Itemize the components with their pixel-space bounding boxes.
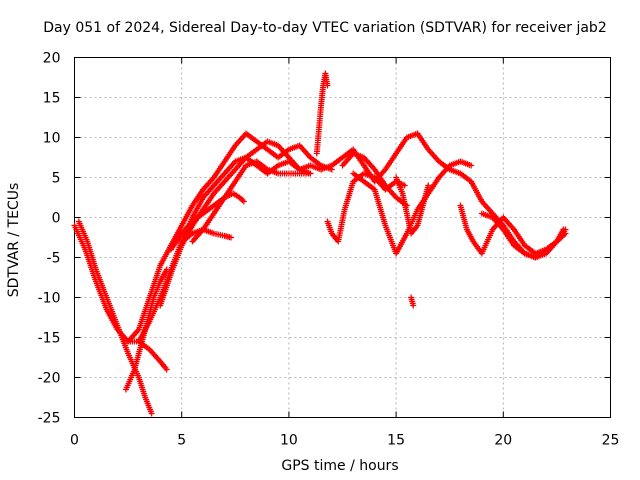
series-track-11 [318, 130, 567, 261]
series-track-9 [189, 158, 314, 245]
y-tick-label: -15 [38, 331, 61, 347]
data-point [307, 170, 314, 177]
grid-layer [74, 57, 611, 418]
data-point [148, 410, 155, 417]
series-track-2 [75, 218, 155, 417]
x-tick-label: 25 [602, 433, 620, 449]
tick-layer: 0 5 10 15 20 25 -25 -20 -15 -10 -5 0 5 10 15 20 [38, 51, 620, 449]
x-tick-label: 5 [177, 433, 186, 449]
data-point [401, 182, 408, 189]
data-point [324, 82, 331, 89]
data-layer [71, 70, 569, 417]
data-point [228, 234, 235, 241]
y-tick-label: -10 [38, 291, 61, 307]
x-tick-label: 10 [280, 433, 298, 449]
data-point [425, 182, 432, 189]
data-point [240, 198, 247, 205]
series-track-10 [313, 70, 331, 157]
series-track-4 [125, 338, 170, 373]
series-track-15 [393, 174, 432, 237]
y-tick-label: 20 [43, 51, 61, 67]
series-track-18 [408, 294, 417, 309]
y-tick-label: 0 [52, 211, 61, 227]
x-tick-label: 0 [70, 433, 79, 449]
y-tick-label: 10 [43, 131, 61, 147]
plot-frame [74, 57, 611, 418]
y-axis-title: SDTVAR / TECUs [6, 183, 22, 298]
x-tick-label: 15 [387, 433, 405, 449]
chart-title: Day 051 of 2024, Sidereal Day-to-day VTE… [43, 20, 606, 36]
data-point [410, 302, 417, 309]
x-tick-label: 20 [494, 433, 512, 449]
data-point [163, 366, 170, 373]
data-point [562, 230, 569, 237]
y-tick-label: 15 [43, 91, 61, 107]
series-track-5 [135, 154, 325, 345]
y-tick-label: -20 [38, 371, 61, 387]
x-axis-title: GPS time / hours [281, 458, 398, 474]
y-tick-label: -5 [47, 251, 61, 267]
series-track-17 [478, 210, 569, 261]
data-point [468, 162, 475, 169]
y-tick-label: -25 [38, 411, 61, 427]
y-tick-label: 5 [52, 171, 61, 187]
